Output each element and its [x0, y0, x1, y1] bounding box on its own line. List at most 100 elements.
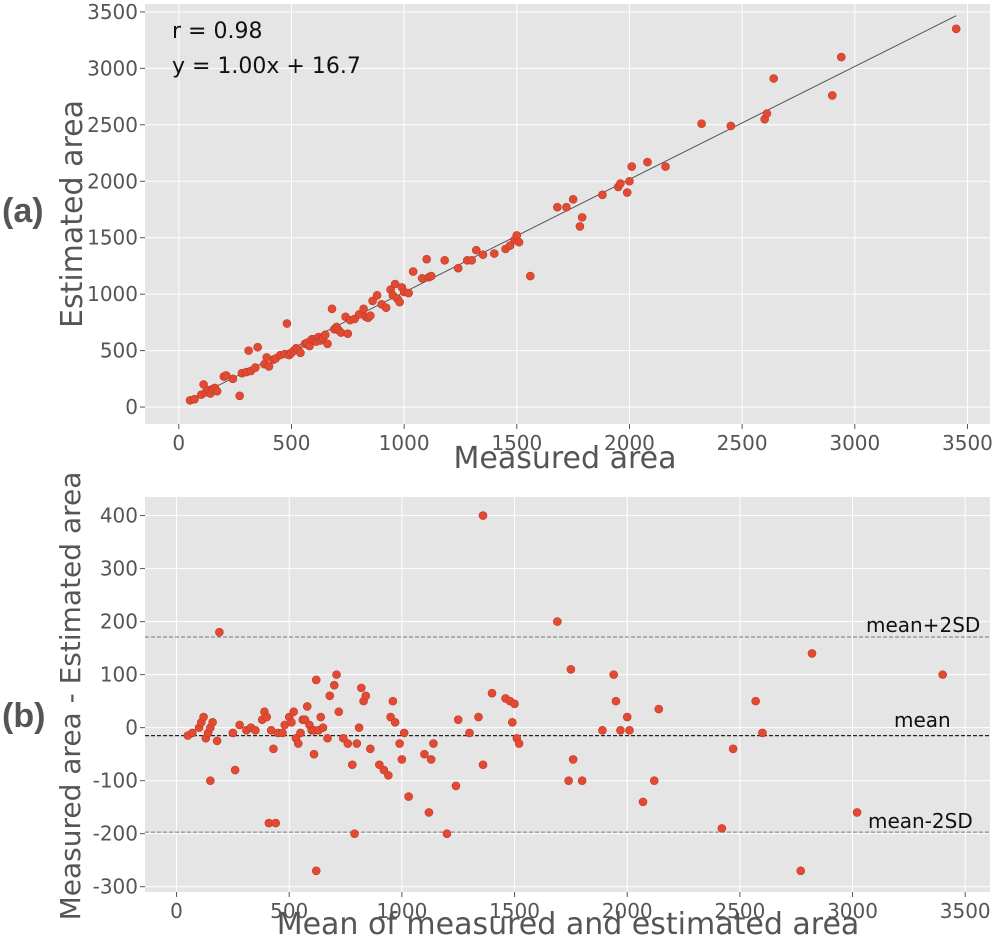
- panel-b-x-tick-label: 2000: [602, 899, 653, 923]
- panel-a-data-point: [577, 213, 587, 222]
- panel-a-data-point: [697, 119, 706, 128]
- panel-b-y-tick-label: 100: [100, 663, 138, 687]
- panel-a-x-tick-label: 1500: [491, 431, 542, 455]
- panel-b-data-point: [215, 627, 224, 637]
- panel-a-data-point: [622, 188, 632, 197]
- panel-b-data-point: [388, 696, 398, 706]
- panel-a-x-tick-label: 2000: [604, 431, 655, 455]
- panel-b-data-point: [465, 728, 474, 738]
- panel-b-data-point: [289, 707, 299, 717]
- panel-a-data-point: [426, 271, 436, 281]
- panel-a-data-point: [422, 254, 431, 264]
- panel-b-data-point: [649, 776, 659, 785]
- panel-a-data-point: [253, 342, 262, 352]
- panel-b-data-point: [807, 649, 817, 658]
- panel-a-data-point: [221, 371, 231, 380]
- panel-a-data-point: [951, 24, 961, 34]
- panel-b-data-point: [397, 755, 407, 764]
- panel-b-y-tick-label: 300: [100, 557, 138, 581]
- panel-a-x-tick-label: 500: [272, 431, 310, 455]
- panel-a-data-point: [471, 245, 481, 255]
- panel-a-data-point: [575, 222, 585, 231]
- panel-a-annotation-2: y = 1.00x + 16.7: [172, 54, 361, 79]
- panel-b-plot-area: [145, 497, 990, 892]
- panel-a-data-point: [627, 162, 637, 171]
- panel-a-data-point: [359, 304, 368, 314]
- panel-a-data-point: [453, 263, 463, 273]
- panel-b-x-tick-label: 0: [170, 899, 183, 923]
- panel-a-data-point: [827, 91, 837, 100]
- panel-b-data-point: [514, 739, 524, 748]
- panel-a-data-point: [562, 202, 571, 212]
- panel-b-data-point: [235, 720, 244, 730]
- panel-b-data-point: [251, 725, 260, 735]
- panel-b-data-point: [420, 749, 429, 759]
- panel-b-data-point: [564, 776, 573, 785]
- panel-b-data-point: [622, 712, 632, 722]
- panel-a-data-point: [235, 391, 244, 401]
- panel-b-data-point: [323, 733, 332, 743]
- panel-a-data-point: [553, 202, 562, 212]
- panel-b-data-point: [429, 739, 438, 748]
- panel-b-x-tick-label: 2500: [714, 899, 765, 923]
- panel-a-data-point: [625, 176, 634, 186]
- panel-a-y-tick-label: 0: [125, 395, 138, 419]
- panel-b-data-point: [451, 781, 461, 791]
- panel-b-data-point: [188, 728, 197, 738]
- panel-b-data-point: [852, 808, 862, 817]
- panel-a-x-tick-label: 1000: [379, 431, 430, 455]
- panel-a-data-point: [264, 362, 274, 371]
- panel-a-data-point: [296, 348, 305, 358]
- panel-b-data-point: [609, 670, 618, 679]
- panel-b-data-point: [361, 691, 371, 701]
- panel-a-label: (a): [2, 192, 44, 230]
- panel-a-data-point: [769, 74, 778, 83]
- panel-b-data-point: [442, 829, 452, 838]
- panel-b-data-point: [487, 688, 497, 698]
- panel-b-data-point: [309, 749, 319, 759]
- panel-b-data-point: [334, 707, 344, 717]
- panel-b-data-point: [296, 728, 305, 738]
- panel-b-data-point: [625, 725, 634, 735]
- panel-b-label: (b): [2, 697, 46, 735]
- panel-a-data-point: [478, 250, 488, 259]
- panel-b-data-point: [302, 702, 312, 711]
- panel-b-data-point: [354, 723, 364, 732]
- panel-b-y-tick-label: -300: [93, 875, 138, 899]
- panel-b-data-point: [366, 744, 375, 754]
- panel-b-x-tick-label: 3500: [940, 899, 991, 923]
- panel-a-data-point: [395, 297, 404, 307]
- panel-b-data-point: [553, 617, 562, 626]
- panel-a-data-point: [244, 346, 253, 355]
- panel-b-data-point: [654, 704, 664, 714]
- panel-a-y-tick-label: 3500: [87, 0, 138, 24]
- panel-b-data-point: [568, 755, 578, 764]
- panel-a-data-point: [661, 162, 670, 171]
- panel-b-data-point: [269, 744, 278, 754]
- panel-b-x-tick-label: 1000: [376, 899, 427, 923]
- panel-b-ref-label-mean-2sd: mean-2SD: [868, 809, 973, 833]
- panel-a-y-tick-label: 500: [100, 339, 138, 363]
- panel-b-data-point: [717, 824, 727, 833]
- panel-b-data-point: [348, 760, 357, 770]
- panel-a-x-axis-label: Measured area: [454, 441, 677, 476]
- panel-b-data-point: [796, 866, 806, 876]
- panel-a-data-point: [381, 303, 391, 313]
- panel-a-x-tick-label: 0: [172, 431, 185, 455]
- panel-a-annotation-1: r = 0.98: [172, 19, 262, 44]
- panel-b-data-point: [611, 696, 621, 706]
- panel-b-y-tick-label: -200: [93, 822, 138, 846]
- panel-a-data-point: [404, 288, 413, 298]
- panel-a-x-tick-label: 3500: [942, 431, 993, 455]
- panel-a-data-point: [598, 190, 607, 200]
- panel-a-data-point: [190, 394, 199, 404]
- panel-b-data-point: [938, 670, 947, 679]
- panel-b-data-point: [230, 765, 240, 775]
- panel-b-data-point: [598, 725, 607, 735]
- panel-b-data-point: [478, 760, 488, 770]
- panel-a-data-point: [323, 339, 332, 349]
- panel-b-data-point: [318, 723, 328, 732]
- panel-b-data-point: [404, 792, 413, 801]
- panel-a-y-tick-label: 2500: [87, 113, 138, 137]
- panel-a-data-point: [514, 237, 524, 247]
